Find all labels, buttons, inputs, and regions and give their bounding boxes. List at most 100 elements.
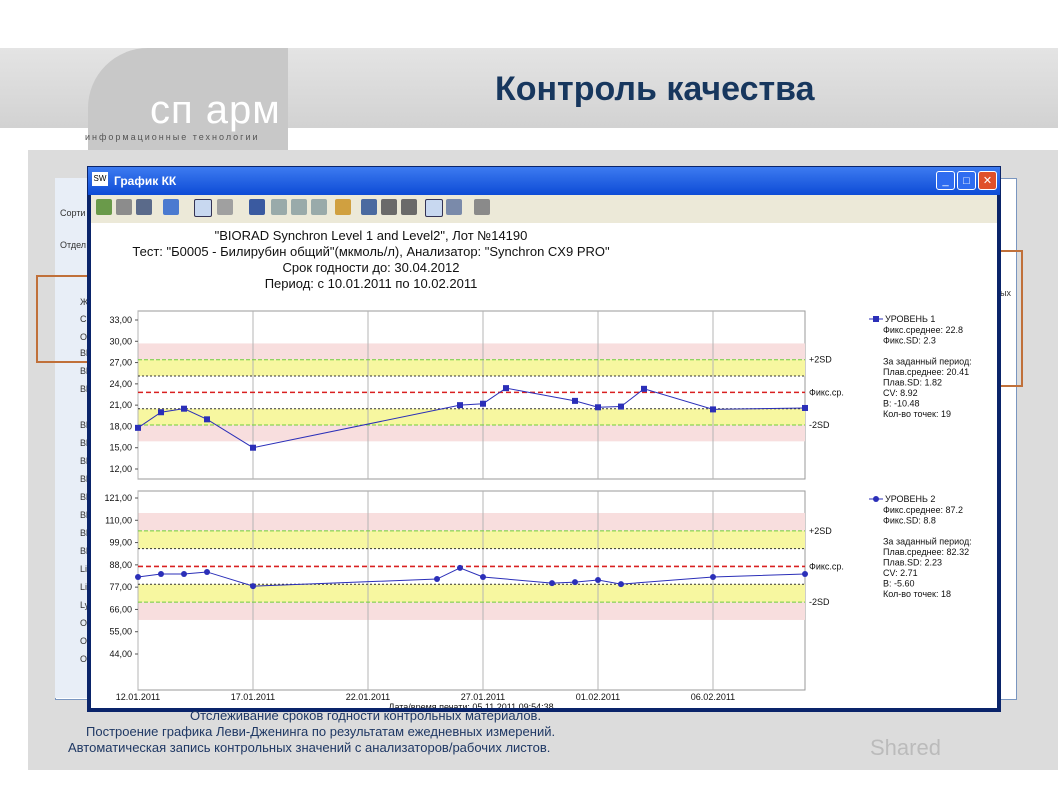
header-line-4: Период: с 10.01.2011 по 10.02.2011 <box>264 276 478 291</box>
magnifier-icon[interactable] <box>446 199 462 215</box>
data-point <box>503 385 509 392</box>
y-tick-label: 121,00 <box>104 493 132 503</box>
upper-sd-band <box>138 530 805 549</box>
x-tick-label: 27.01.2011 <box>461 692 505 702</box>
list-view-icon[interactable] <box>425 199 443 217</box>
data-point <box>457 564 463 571</box>
zoom-icon[interactable] <box>249 199 265 215</box>
maximize-button[interactable]: □ <box>957 171 976 190</box>
legend-stat: Фикс.среднее: 22.8 <box>883 325 963 335</box>
background-label: О <box>80 332 88 342</box>
x-tick-label: 17.01.2011 <box>231 692 275 702</box>
upper-warning-band <box>138 343 805 360</box>
bar-chart-icon[interactable] <box>361 199 377 215</box>
data-point <box>204 416 210 423</box>
background-label: Ж <box>80 297 89 307</box>
data-point <box>572 397 578 404</box>
background-label: Bl <box>80 528 89 538</box>
y-tick-label: 77,00 <box>109 582 132 592</box>
series-line <box>137 387 806 449</box>
data-point <box>158 409 164 416</box>
data-point <box>250 444 256 451</box>
data-point <box>250 583 256 590</box>
data-point <box>641 385 647 392</box>
y-tick-label: 18,00 <box>109 421 132 431</box>
background-label: Bl <box>80 546 89 556</box>
legend-stat: За заданный период: <box>883 537 972 547</box>
chart-panel-frame <box>137 310 806 480</box>
legend-stat: Фикс.среднее: 87.2 <box>883 505 963 515</box>
footer-caption-1: Отслеживание сроков годности контрольных… <box>190 708 542 723</box>
y-tick-label: 110,00 <box>105 515 132 525</box>
abc-labels-icon[interactable] <box>381 199 397 215</box>
grid-icon[interactable] <box>271 199 287 215</box>
tools-icon[interactable] <box>474 199 490 215</box>
open-folder-icon[interactable] <box>335 199 351 215</box>
background-label: С <box>80 314 87 324</box>
y-tick-label: 33,00 <box>109 315 132 325</box>
legend-stat: B: -10.48 <box>883 399 920 409</box>
legend-stat: CV: 2.71 <box>883 568 918 578</box>
legend-stat: Фикс.SD: 8.8 <box>883 516 936 526</box>
flip-icon[interactable] <box>311 199 327 215</box>
upper-warning-band <box>138 512 805 531</box>
background-label: Bl <box>80 474 89 484</box>
background-label: Ly <box>80 600 90 610</box>
x-tick-label: 12.01.2011 <box>116 692 160 702</box>
mean-label: Фикс.ср. <box>809 387 844 397</box>
legend-stat: Фикс.SD: 2.3 <box>883 336 936 346</box>
background-label: Li <box>80 582 88 592</box>
x-tick-label: 06.02.2011 <box>691 692 735 702</box>
background-label: O <box>80 654 88 664</box>
data-point <box>457 402 463 409</box>
window-titlebar[interactable]: SW График КК _ □ ✕ <box>88 167 1000 195</box>
background-label: Отдел <box>60 240 87 250</box>
plus-2sd-label: +2SD <box>809 526 832 536</box>
copy-icon[interactable] <box>116 199 132 215</box>
background-label: O <box>80 636 88 646</box>
slide-logo-band <box>88 48 288 168</box>
legend-stat: Плав.среднее: 20.41 <box>883 367 969 377</box>
legend-stat: Кол-во точек: 18 <box>883 589 951 599</box>
users-icon[interactable] <box>96 199 112 215</box>
footer-caption-2: Построение графика Леви-Дженинга по резу… <box>86 724 556 739</box>
data-point <box>572 579 578 586</box>
data-point <box>595 577 601 584</box>
background-label: Сорти <box>60 208 86 218</box>
y-tick-label: 30,00 <box>109 336 132 346</box>
legend-stat: B: -5.60 <box>883 579 915 589</box>
data-point <box>595 404 601 411</box>
y-tick-label: 55,00 <box>109 627 132 637</box>
toolbar <box>91 195 997 223</box>
table-icon[interactable] <box>401 199 417 215</box>
y-tick-label: 12,00 <box>109 464 132 474</box>
header-line-1: "BIORAD Synchron Level 1 and Level2", Ло… <box>214 228 528 243</box>
upper-sd-band <box>138 359 805 377</box>
print-icon[interactable] <box>136 199 152 215</box>
data-point <box>802 570 808 577</box>
rotate-icon[interactable] <box>291 199 307 215</box>
data-point <box>480 400 486 407</box>
legend-stat: Плав.среднее: 82.32 <box>883 547 969 557</box>
background-label: Bl <box>80 348 89 358</box>
data-point <box>135 424 141 431</box>
watermark: Shared <box>870 735 941 760</box>
minus-2sd-label: -2SD <box>809 420 830 430</box>
data-point <box>434 576 440 583</box>
y-tick-label: 15,00 <box>109 443 132 453</box>
pen-icon[interactable] <box>217 199 233 215</box>
close-button[interactable]: ✕ <box>978 171 997 190</box>
y-tick-label: 66,00 <box>109 604 132 614</box>
select-pointer-icon[interactable] <box>194 199 212 217</box>
plus-2sd-label: +2SD <box>809 355 832 365</box>
background-label: O <box>80 618 88 628</box>
minimize-button[interactable]: _ <box>936 171 955 190</box>
highlight-box-right <box>995 250 1023 387</box>
chart-type-icon[interactable] <box>163 199 179 215</box>
slide-title: Контроль качества <box>495 70 815 108</box>
data-point <box>710 574 716 581</box>
data-point <box>802 404 808 411</box>
x-tick-label: 22.01.2011 <box>346 692 390 702</box>
background-label: Bl <box>80 420 89 430</box>
x-tick-label: 01.02.2011 <box>576 692 620 702</box>
